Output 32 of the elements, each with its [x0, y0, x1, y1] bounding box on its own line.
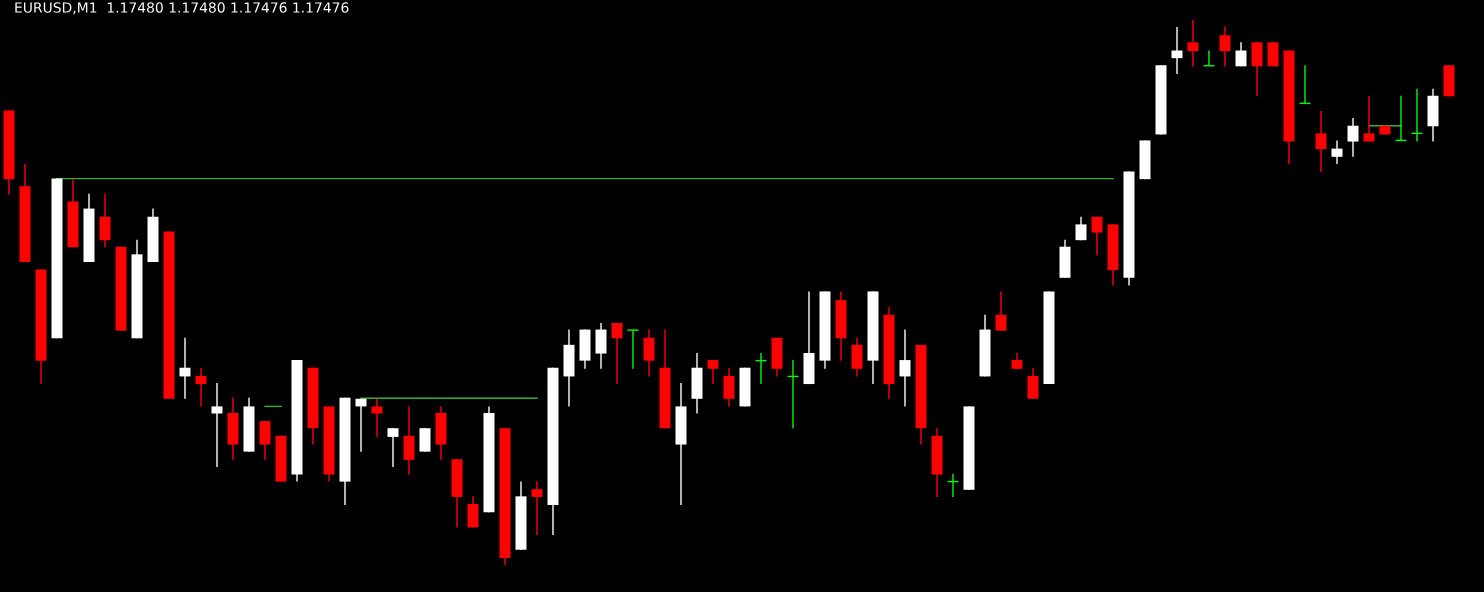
candlestick: [643, 328, 655, 378]
candlestick: [1171, 26, 1183, 75]
chart-title: EURUSD,M1 1.17480 1.17480 1.17476 1.17476: [15, 2, 349, 15]
candlestick: [99, 193, 111, 248]
candlestick: [403, 405, 415, 476]
candlestick: [626, 329, 640, 370]
candlestick: [1187, 19, 1199, 68]
candlestick: [1315, 110, 1327, 173]
candlestick: [371, 398, 383, 438]
candlestick: [195, 367, 207, 408]
candlestick: [611, 322, 623, 385]
candlestick: [467, 495, 479, 529]
candlestick: [419, 427, 431, 453]
candlestick: [531, 480, 543, 536]
candlestick: [1347, 117, 1359, 158]
candlestick: [1251, 41, 1263, 97]
candlestick: [899, 328, 911, 408]
candlestick: [595, 322, 607, 370]
candlestick: [179, 337, 191, 400]
candlestick: [1027, 367, 1039, 400]
candlestick: [1091, 216, 1103, 257]
candlestick: [723, 367, 735, 408]
candlestick: [259, 420, 271, 461]
candlestick: [1219, 25, 1231, 68]
candlestick: [851, 337, 863, 378]
candlestick: [355, 398, 367, 453]
candlestick: [387, 427, 399, 468]
candlestick: [1363, 95, 1375, 143]
candlestick: [995, 290, 1007, 332]
candlestick: [1331, 139, 1343, 165]
candlestick: [211, 382, 223, 468]
candlestick: [707, 359, 719, 385]
